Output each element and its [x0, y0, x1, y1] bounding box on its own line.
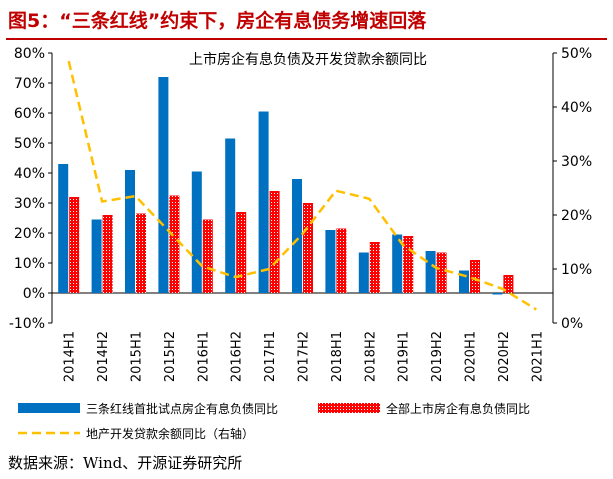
bar-pilot-debt: [325, 230, 336, 293]
right-tick-label: 50%: [561, 46, 592, 62]
left-tick-label: -10%: [9, 316, 45, 332]
title-divider: [6, 38, 607, 40]
left-tick-label: 30%: [14, 196, 45, 212]
x-tick-label: 2016H2: [230, 331, 245, 382]
right-tick-label: 0%: [561, 316, 583, 332]
bar-all-debt: [369, 242, 380, 293]
bar-all-debt: [303, 203, 313, 293]
bar-pilot-debt: [292, 179, 302, 293]
bar-all-debt: [69, 197, 80, 293]
x-tick-label: 2018H2: [363, 331, 378, 382]
bar-pilot-debt: [91, 219, 102, 293]
bar-all-debt: [102, 215, 113, 293]
x-tick-label: 2015H1: [130, 331, 145, 382]
bar-all-debt: [169, 195, 180, 293]
right-tick-label: 30%: [561, 154, 592, 170]
x-tick-label: 2017H1: [263, 331, 278, 382]
left-tick-label: 20%: [14, 226, 45, 242]
bar-pilot-debt: [225, 138, 236, 293]
x-tick-label: 2020H2: [497, 331, 512, 382]
right-tick-label: 10%: [561, 262, 592, 278]
left-tick-label: 70%: [14, 76, 45, 92]
bar-pilot-debt: [492, 293, 503, 295]
legend-label-all: 全部上市房企有息负债同比: [386, 401, 530, 416]
x-tick-label: 2019H2: [430, 331, 445, 382]
x-tick-label: 2017H2: [297, 331, 312, 382]
source-note: 数据来源：Wind、开源证券研究所: [8, 454, 243, 472]
legend-label-loans: 地产开发贷款余额同比（右轴）: [86, 426, 254, 441]
bar-all-debt: [470, 260, 480, 293]
x-tick-label: 2014H2: [96, 331, 111, 382]
bar-pilot-debt: [158, 77, 169, 293]
left-tick-label: 80%: [14, 46, 45, 62]
legend-label-pilot: 三条红线首批试点房企有息负债同比: [86, 401, 278, 416]
bar-pilot-debt: [191, 171, 202, 293]
bar-all-debt: [269, 191, 280, 293]
legend-swatch-all: [318, 403, 380, 413]
figure-title: 图5：“三条红线”约束下，房企有息债务增速回落: [8, 10, 427, 32]
bar-all-debt: [236, 212, 247, 293]
chart-title: 上市房企有息负债及开发贷款余额同比: [189, 51, 427, 68]
left-tick-label: 60%: [14, 106, 45, 122]
bar-pilot-debt: [58, 164, 69, 293]
x-tick-label: 2020H1: [464, 331, 479, 382]
left-tick-label: 10%: [14, 256, 45, 272]
right-tick-label: 40%: [561, 100, 592, 116]
bar-pilot-debt: [358, 252, 369, 293]
x-tick-label: 2016H1: [196, 331, 211, 382]
bar-pilot-debt: [258, 111, 269, 293]
bar-all-debt: [336, 228, 347, 293]
bar-pilot-debt: [459, 270, 469, 293]
bar-all-debt: [202, 219, 213, 293]
left-tick-label: 0%: [23, 286, 45, 302]
legend-swatch-pilot: [18, 403, 80, 413]
x-tick-label: 2019H1: [397, 331, 412, 382]
bar-all-debt: [403, 236, 414, 293]
bar-pilot-debt: [425, 251, 436, 293]
bar-pilot-debt: [392, 234, 403, 293]
left-tick-label: 40%: [14, 166, 45, 182]
x-tick-label: 2015H2: [163, 331, 178, 382]
left-tick-label: 50%: [14, 136, 45, 152]
bar-pilot-debt: [125, 170, 135, 293]
x-tick-label: 2018H1: [330, 331, 345, 382]
x-tick-label: 2021H1: [530, 331, 545, 382]
x-tick-label: 2014H1: [63, 331, 78, 382]
bar-all-debt: [136, 213, 146, 293]
bar-all-debt: [436, 252, 447, 293]
bar-all-debt: [503, 275, 514, 293]
right-tick-label: 20%: [561, 208, 592, 224]
